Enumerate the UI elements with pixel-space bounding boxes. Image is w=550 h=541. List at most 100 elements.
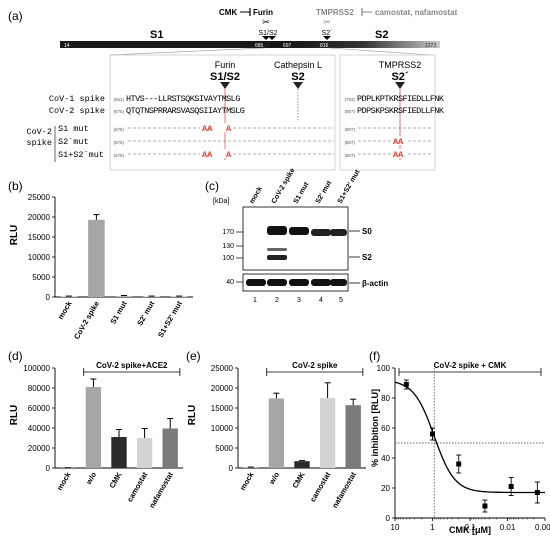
lane-label-mock: mock xyxy=(249,186,264,205)
mw-130: 130 xyxy=(222,243,234,250)
x-tick-label: 1 xyxy=(430,523,435,532)
zoom-box-right xyxy=(339,54,436,171)
band-s0-lane3 xyxy=(289,227,309,235)
camostat-label: camostat, nafamostat xyxy=(375,8,458,17)
s1s2-site-label: S1/S2 xyxy=(258,30,277,37)
s1mut-a: A xyxy=(226,124,232,134)
s2-cleavage-arrow xyxy=(293,82,303,89)
y-tick-label: 0 xyxy=(46,293,51,302)
y-tick-label: 10000 xyxy=(28,253,51,262)
y-tick-label: 20000 xyxy=(211,384,234,393)
chart-e: 0 5000 10000 15000 20000 25000 mock w/o CMK camos… xyxy=(211,361,366,510)
x-label-mock: mock xyxy=(55,470,73,492)
bar-w-o xyxy=(85,387,102,468)
x-label-w-o: w/o xyxy=(84,470,99,487)
furin-site-label: Furin xyxy=(215,60,236,70)
panel-d-label: (d) xyxy=(8,349,23,363)
cov2-seq1: QTQTNSPRRARSVASQSIIAYTMSLG xyxy=(126,106,245,116)
bracket-label: CoV-2 spike + CMK xyxy=(434,361,507,370)
data-point xyxy=(534,490,540,495)
bar-s1-mut xyxy=(115,296,133,297)
bracket-label: CoV-2 spike xyxy=(292,361,338,370)
x-label-mock: mock xyxy=(56,299,74,321)
lane-labels: mock CoV-2 spike S1 mut S2' mut S1+S2' m… xyxy=(249,167,362,205)
x-label-camostat: camostat xyxy=(125,470,150,503)
blot-bands xyxy=(267,226,347,260)
chart-f: 0 20 40 60 80 100 10 1 0.1 0.01 0.001 CoV-2 spike +… xyxy=(377,361,550,532)
data-point xyxy=(508,484,514,489)
bracket-label: CoV-2 spike+ACE2 xyxy=(96,361,168,370)
bar-cmk xyxy=(111,437,127,468)
blot-spike xyxy=(242,206,349,271)
lane-number-5: 5 xyxy=(339,297,343,304)
bar-mock xyxy=(60,296,78,297)
y-tick-label: 15000 xyxy=(28,233,51,242)
s1s2-marker xyxy=(262,36,270,40)
band-s0-lane4 xyxy=(311,229,331,236)
panel-e-label: (e) xyxy=(186,349,201,363)
y-tick-label: 100 xyxy=(377,364,391,373)
cov1-seq1: HTVS---LLRSTSQKSIVAYTMSLG xyxy=(126,94,240,104)
panel-d-ylabel: RLU xyxy=(9,405,20,426)
y-tick-label: 25000 xyxy=(211,364,234,373)
data-point xyxy=(403,382,409,387)
cov1-seq2: PDPLKPTKRSFIEDLLFNK xyxy=(357,94,445,104)
x-label-nafamostat: nafamostat xyxy=(147,470,175,510)
y-tick-label: 40 xyxy=(381,454,390,463)
y-tick-label: 100000 xyxy=(23,364,50,373)
s1-domain-label: S1 xyxy=(150,29,163,41)
s1mut-num1: (675) xyxy=(113,127,124,132)
s0-label: S0 xyxy=(362,227,372,236)
s2mut-mask xyxy=(392,136,408,145)
band-s0-lane5 xyxy=(330,229,347,236)
x-label-nafamostat: nafamostat xyxy=(330,470,358,510)
y-tick-label: 0 xyxy=(46,464,51,473)
panel-f-xlabel: CMK [μM] xyxy=(449,525,491,535)
s1s2mut-num2: (807) xyxy=(344,153,355,158)
lane-number-1: 1 xyxy=(253,297,257,304)
x-tick-label: 10 xyxy=(391,523,400,532)
s2prime-marker xyxy=(323,36,331,40)
bar-camostat xyxy=(136,438,153,468)
panel-b-ylabel: RLU xyxy=(9,225,20,246)
panel-d: (d) RLU 0 20000 40000 60000 80000 100000 mock w… xyxy=(8,349,183,510)
s2-cleavage-label: S2 xyxy=(291,71,304,83)
lane-numbers: 1 2 3 4 5 xyxy=(253,297,343,304)
actin-bands xyxy=(246,279,347,286)
lane-number-3: 3 xyxy=(297,297,301,304)
data-point xyxy=(456,461,462,467)
panel-e: (e) RLU 0 5000 10000 15000 20000 25000 mock w/o… xyxy=(186,349,366,510)
x-label-s2-mut: S2' mut xyxy=(135,299,156,327)
zoom-line-left xyxy=(109,47,266,56)
s1s2-cleavage-label: S1/S2 xyxy=(210,71,240,83)
mut-dashes xyxy=(128,127,433,155)
s1mut-num2: (807) xyxy=(344,127,355,132)
cov1-label: CoV-1 spike xyxy=(49,94,105,104)
s2-band-label: S2 xyxy=(362,253,372,262)
lane-number-2: 2 xyxy=(275,297,279,304)
cov1-num1: (661) xyxy=(113,97,124,102)
pos-697: 697 xyxy=(283,43,292,49)
y-tick-label: 60 xyxy=(381,424,390,433)
x-label-cmk: CMK xyxy=(107,470,124,490)
mut-group-label-1: CoV-2 xyxy=(26,127,52,137)
bar-nafamostat xyxy=(345,405,361,468)
bar-mock xyxy=(243,467,259,468)
bar-nafamostat xyxy=(162,428,178,468)
y-tick-label: 5000 xyxy=(32,273,50,282)
cov2-seq2: PDPSKPSKRSFIEDLLFNK xyxy=(357,106,445,116)
x-label-s1-s2-mut: S1+S2' mut xyxy=(156,299,184,339)
band-s2-lane2 xyxy=(267,255,287,260)
lane-number-4: 4 xyxy=(319,297,323,304)
bar-w-o xyxy=(268,398,285,468)
x-label-camostat: camostat xyxy=(308,470,333,503)
s2mut-num1: (675) xyxy=(113,140,124,145)
cov2-label: CoV-2 spike xyxy=(49,106,105,116)
band-s2-lane2-minor xyxy=(267,248,287,251)
x-label-w-o: w/o xyxy=(267,470,282,487)
s2prime-site-label: S2´ xyxy=(322,30,333,37)
lane-label-s1mut: S1 mut xyxy=(293,181,311,205)
lane-label-s1s2mut: S1+S2' mut xyxy=(337,168,362,205)
mw-100: 100 xyxy=(222,255,234,262)
